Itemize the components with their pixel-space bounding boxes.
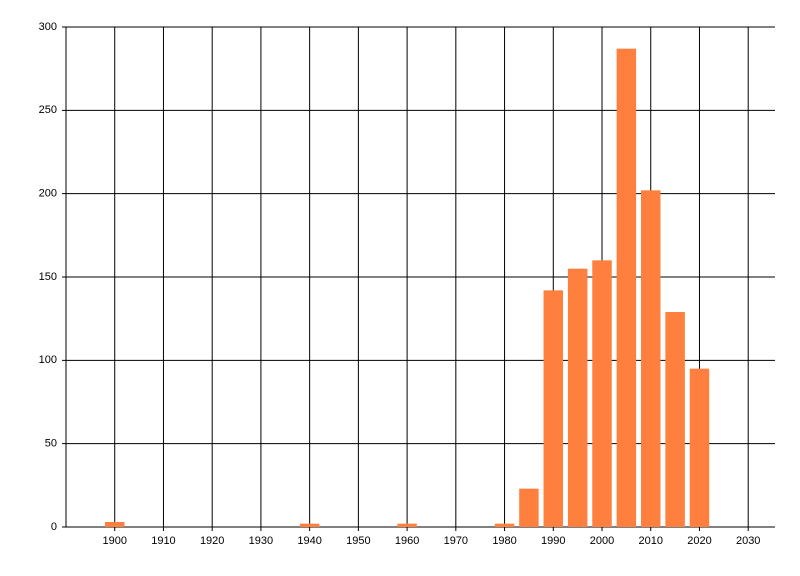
x-tick-label: 1950 <box>346 535 370 547</box>
bar <box>689 368 710 527</box>
y-tick-label: 150 <box>39 271 57 283</box>
x-tick-label: 1990 <box>541 535 565 547</box>
bar <box>616 48 637 528</box>
bar <box>519 488 539 527</box>
bar <box>640 190 661 528</box>
x-tick-label: 2010 <box>639 535 663 547</box>
x-tick-label: 1970 <box>444 535 468 547</box>
x-tick-label: 2030 <box>736 535 760 547</box>
x-tick-label: 1940 <box>297 535 321 547</box>
y-tick-label: 0 <box>51 521 57 533</box>
bar <box>592 260 612 527</box>
x-tick-label: 1960 <box>395 535 419 547</box>
bar <box>397 523 417 527</box>
x-tick-label: 2000 <box>590 535 614 547</box>
bar <box>543 290 564 527</box>
y-tick-label: 50 <box>45 438 57 450</box>
y-tick-label: 250 <box>39 104 57 116</box>
bar <box>494 523 515 527</box>
x-tick-label: 1980 <box>492 535 516 547</box>
x-tick-label: 1900 <box>102 535 126 547</box>
y-tick-label: 300 <box>39 21 57 33</box>
y-tick-label: 100 <box>39 354 57 366</box>
bar <box>104 522 125 527</box>
bar <box>299 523 320 527</box>
x-tick-label: 1920 <box>200 535 224 547</box>
x-tick-label: 1910 <box>151 535 175 547</box>
x-tick-label: 2020 <box>687 535 711 547</box>
bar <box>665 312 685 527</box>
x-tick-label: 1930 <box>249 535 273 547</box>
bar <box>567 268 588 527</box>
y-tick-label: 200 <box>39 188 57 200</box>
